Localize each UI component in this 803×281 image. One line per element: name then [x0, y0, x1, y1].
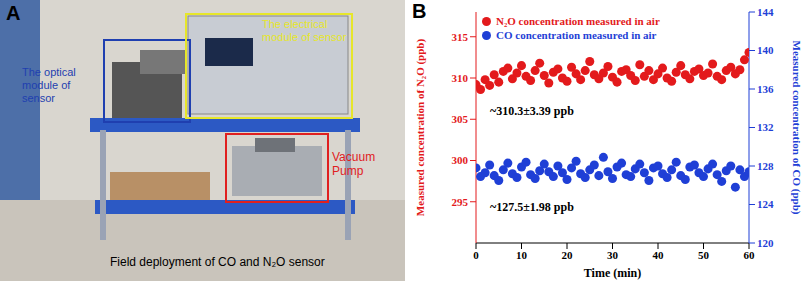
svg-text:128: 128	[757, 160, 774, 172]
svg-text:120: 120	[757, 237, 774, 249]
svg-text:136: 136	[757, 83, 774, 95]
html-text:Vacuum Pump: Vacuum Pump	[332, 150, 376, 178]
svg-text:0: 0	[473, 249, 479, 261]
html-text:~127.5±1.98 ppb: ~127.5±1.98 ppb	[490, 200, 574, 214]
svg-text:140: 140	[757, 44, 774, 56]
html-text:Field deployment of CO and N₂O: Field deployment of CO and N₂O sensor	[110, 255, 325, 269]
svg-text:Measured concentration of N₂O: Measured concentration of N₂O (ppb)	[414, 39, 427, 217]
svg-text:30: 30	[607, 249, 619, 261]
svg-text:20: 20	[562, 249, 574, 261]
html-text:The electrical module of senso: The electrical module of sensor	[262, 18, 347, 43]
svg-text:10: 10	[516, 249, 528, 261]
svg-text:305: 305	[452, 113, 469, 125]
svg-text:60: 60	[744, 249, 756, 261]
svg-text:40: 40	[653, 249, 665, 261]
svg-text:315: 315	[452, 31, 469, 43]
svg-text:124: 124	[757, 198, 774, 210]
svg-text:300: 300	[452, 154, 469, 166]
svg-text:Time (min): Time (min)	[584, 266, 641, 280]
html-text:CO concentration measured in a: CO concentration measured in air	[496, 29, 657, 41]
html-text:B: B	[412, 0, 427, 22]
html-text:A: A	[6, 2, 21, 24]
svg-text:310: 310	[452, 72, 469, 84]
html-text:N₂O concentration measured in: N₂O concentration measured in air	[496, 15, 660, 27]
svg-text:Measured concentration of CO (: Measured concentration of CO (ppb)	[790, 41, 803, 215]
svg-text:144: 144	[757, 6, 774, 18]
svg-text:295: 295	[452, 196, 469, 208]
html-text:The optical module of sensor: The optical module of sensor	[22, 66, 76, 104]
svg-text:132: 132	[757, 121, 774, 133]
html-text:~310.3±3.39 ppb: ~310.3±3.39 ppb	[490, 104, 574, 118]
svg-text:50: 50	[698, 249, 710, 261]
